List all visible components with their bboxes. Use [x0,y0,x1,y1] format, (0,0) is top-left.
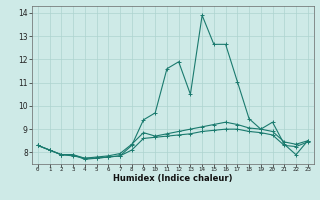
X-axis label: Humidex (Indice chaleur): Humidex (Indice chaleur) [113,174,233,183]
